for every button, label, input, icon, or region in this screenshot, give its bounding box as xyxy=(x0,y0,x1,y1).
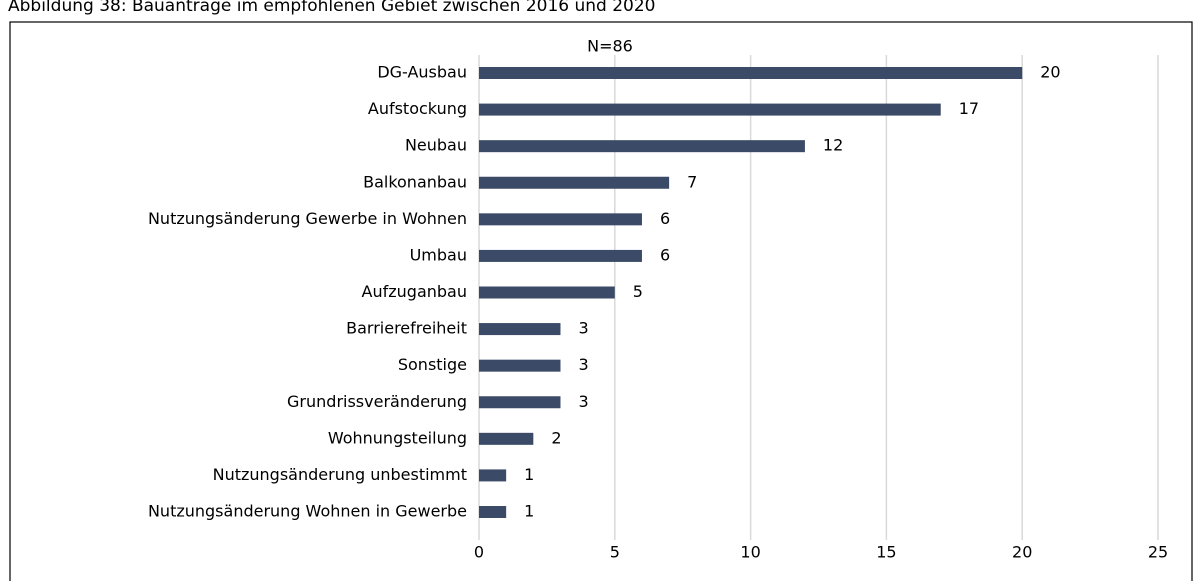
data-label: 6 xyxy=(660,245,670,264)
y-tick-label: Neubau xyxy=(405,136,467,155)
data-label: 6 xyxy=(660,209,670,228)
data-label: 20 xyxy=(1040,63,1060,82)
x-tick-label: 0 xyxy=(474,543,484,562)
y-tick-label: Nutzungsänderung Gewerbe in Wohnen xyxy=(148,209,467,228)
y-tick-label: Umbau xyxy=(410,245,467,264)
x-tick-label: 15 xyxy=(876,543,896,562)
bar xyxy=(479,67,1023,79)
x-tick-label: 25 xyxy=(1148,543,1168,562)
bar xyxy=(479,469,507,482)
y-tick-label: Grundrissveränderung xyxy=(287,392,467,411)
bar xyxy=(479,396,561,409)
bar xyxy=(479,432,534,445)
y-tick-label: Wohnungsteilung xyxy=(328,428,467,447)
y-tick-label: Nutzungsänderung unbestimmt xyxy=(213,465,467,484)
y-tick-label: Aufzuganbau xyxy=(362,282,467,301)
y-tick-label: DG-Ausbau xyxy=(377,63,467,82)
data-label: 3 xyxy=(578,319,588,338)
bar xyxy=(479,359,561,372)
y-tick-label: Sonstige xyxy=(398,355,467,374)
bar xyxy=(479,176,670,189)
data-label: 5 xyxy=(633,282,643,301)
bar xyxy=(479,323,561,336)
chart-frame xyxy=(9,21,1193,581)
data-label: 12 xyxy=(823,136,843,155)
y-tick-label: Barrierefreiheit xyxy=(346,319,467,338)
data-label: 3 xyxy=(578,355,588,374)
data-label: 2 xyxy=(551,428,561,447)
x-tick-label: 5 xyxy=(610,543,620,562)
data-label: 1 xyxy=(524,502,534,521)
bar xyxy=(479,213,642,226)
bar xyxy=(479,249,642,262)
chart-title: Abbildung 38: Bauanträge im empfohlenen … xyxy=(8,0,656,16)
bar xyxy=(479,103,941,116)
bar xyxy=(479,506,507,518)
y-tick-label: Aufstockung xyxy=(368,99,467,118)
data-label: 3 xyxy=(578,392,588,411)
bar xyxy=(479,140,805,153)
x-tick-label: 10 xyxy=(740,543,760,562)
bar xyxy=(479,286,615,299)
data-label: 17 xyxy=(959,99,979,118)
annotation: N=86 xyxy=(587,37,633,56)
data-label: 7 xyxy=(687,172,697,191)
y-tick-label: Nutzungsänderung Wohnen in Gewerbe xyxy=(148,502,467,521)
data-label: 1 xyxy=(524,465,534,484)
y-tick-label: Balkonanbau xyxy=(363,172,467,191)
x-tick-label: 20 xyxy=(1012,543,1032,562)
